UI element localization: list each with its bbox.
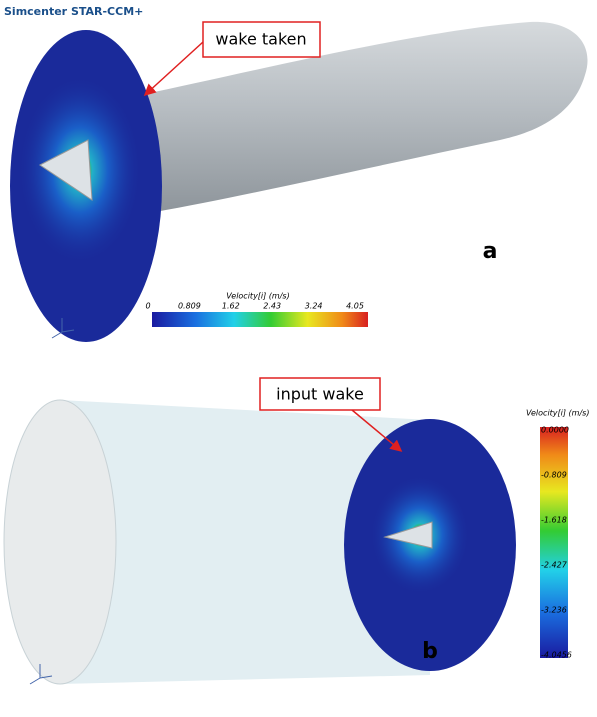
colorbar-tick-label: 2.43 — [263, 302, 281, 311]
colorbar-tick-label: -0.809 — [541, 471, 567, 480]
colorbar-title: Velocity[i] (m/s) — [226, 292, 289, 301]
figure: Simcenter STAR-CCM+ wake taken a Velocit… — [0, 0, 597, 717]
software-label: Simcenter STAR-CCM+ — [4, 5, 143, 18]
colorbar-tick-label: 3.24 — [305, 302, 323, 311]
colorbar — [152, 312, 368, 327]
colorbar-tick-label: 0.0000 — [541, 426, 569, 435]
colorbar-tick-label: -3.236 — [541, 606, 567, 615]
colorbar-title: Velocity[i] (m/s) — [526, 409, 589, 418]
colorbar-tick-label: -1.618 — [541, 516, 567, 525]
panel-letter: a — [483, 239, 498, 264]
colorbar-tick-label: -2.427 — [541, 561, 568, 570]
colorbar-tick-label: 0.809 — [178, 302, 201, 311]
colorbar-tick-label: -4.0456 — [541, 651, 572, 660]
colorbar-tick-label: 0 — [145, 302, 150, 311]
colorbar-tick-label: 1.62 — [222, 302, 240, 311]
colorbar-tick-label: 4.05 — [346, 302, 364, 311]
domain-inlet — [4, 400, 116, 684]
colorbar — [540, 427, 568, 658]
panel-letter: b — [422, 639, 438, 664]
callout-text: wake taken — [215, 30, 306, 49]
colorbar-ticks: 0 0.809 1.62 2.43 3.24 4.05 — [145, 302, 363, 311]
callout-text: input wake — [276, 385, 364, 404]
